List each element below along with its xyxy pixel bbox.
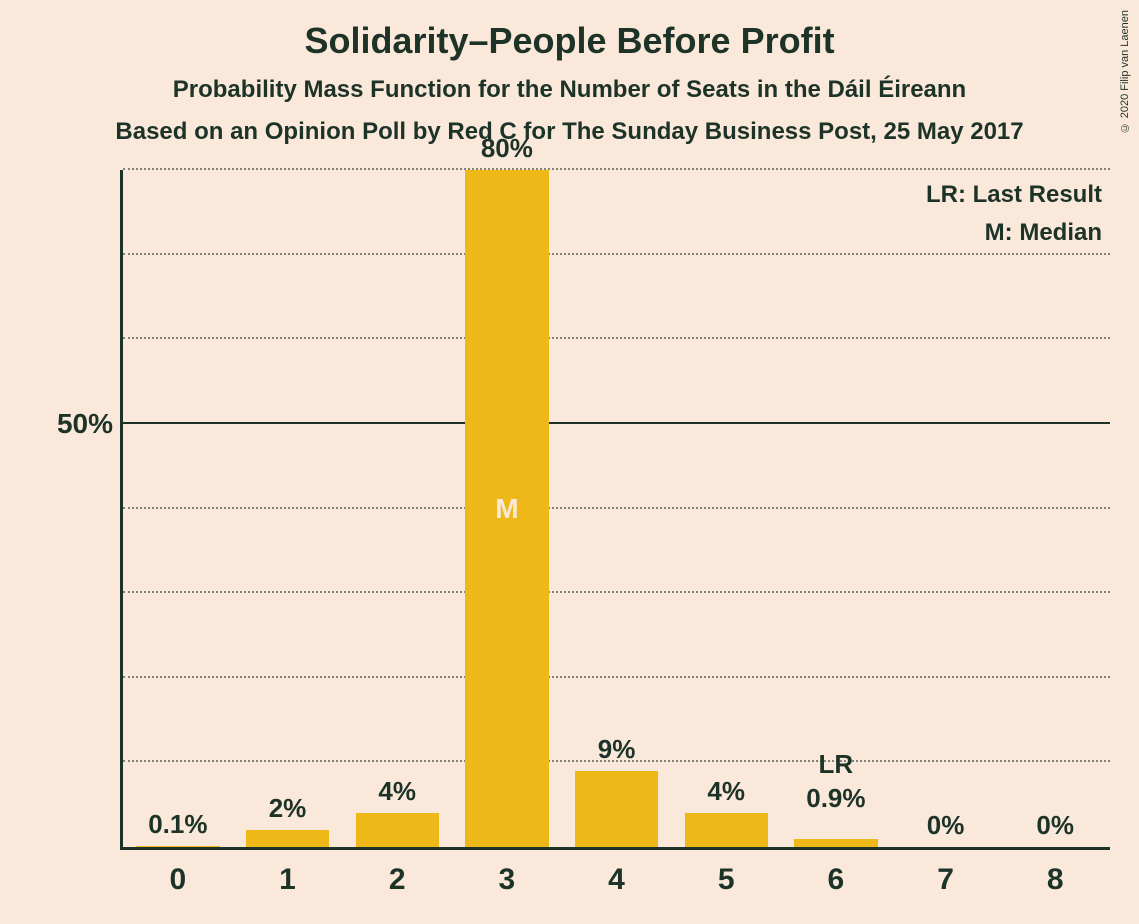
chart-area: LR: Last Result M: Median 50% 0.1%02%14%… <box>60 170 1120 910</box>
bar-column: 0.9%LR6 <box>781 170 891 847</box>
x-axis-label: 1 <box>233 863 343 897</box>
chart-subtitle: Probability Mass Function for the Number… <box>0 76 1139 104</box>
bar <box>246 830 329 847</box>
bar-column: 4%2 <box>342 170 452 847</box>
plot-area: LR: Last Result M: Median 50% 0.1%02%14%… <box>120 170 1110 850</box>
bar-column: 2%1 <box>233 170 343 847</box>
bar-value-label: 4% <box>671 776 781 807</box>
bar-column: 9%4 <box>562 170 672 847</box>
median-marker: M <box>452 493 562 525</box>
bar-value-label: 0.1% <box>123 809 233 840</box>
bar-value-label: 4% <box>342 776 452 807</box>
copyright-text: © 2020 Filip van Laenen <box>1119 10 1131 133</box>
x-axis-label: 6 <box>781 863 891 897</box>
chart-subtitle2: Based on an Opinion Poll by Red C for Th… <box>0 118 1139 146</box>
x-axis-label: 0 <box>123 863 233 897</box>
bar-column: 4%5 <box>671 170 781 847</box>
bar-column: 0%8 <box>1000 170 1110 847</box>
bar-value-label: 0% <box>891 810 1001 841</box>
x-axis-label: 4 <box>562 863 672 897</box>
bar-column: 0.1%0 <box>123 170 233 847</box>
bar-value-label: 0% <box>1000 810 1110 841</box>
y-axis-label-50: 50% <box>53 408 113 440</box>
bars-container: 0.1%02%14%280%M39%44%50.9%LR60%70%8 <box>123 170 1110 847</box>
bar-value-label: 80% <box>452 133 562 164</box>
bar-value-label: 2% <box>233 793 343 824</box>
bar-value-label: 9% <box>562 734 672 765</box>
bar <box>794 839 877 847</box>
x-axis-label: 7 <box>891 863 1001 897</box>
bar-column: 0%7 <box>891 170 1001 847</box>
x-axis-label: 3 <box>452 863 562 897</box>
x-axis-label: 8 <box>1000 863 1110 897</box>
chart-title: Solidarity–People Before Profit <box>0 0 1139 62</box>
bar-column: 80%M3 <box>452 170 562 847</box>
bar <box>685 813 768 847</box>
bar <box>575 771 658 847</box>
lr-marker: LR <box>781 749 891 780</box>
bar-value-label: 0.9% <box>781 783 891 814</box>
bar <box>356 813 439 847</box>
x-axis-label: 2 <box>342 863 452 897</box>
x-axis-label: 5 <box>671 863 781 897</box>
bar <box>136 846 219 847</box>
